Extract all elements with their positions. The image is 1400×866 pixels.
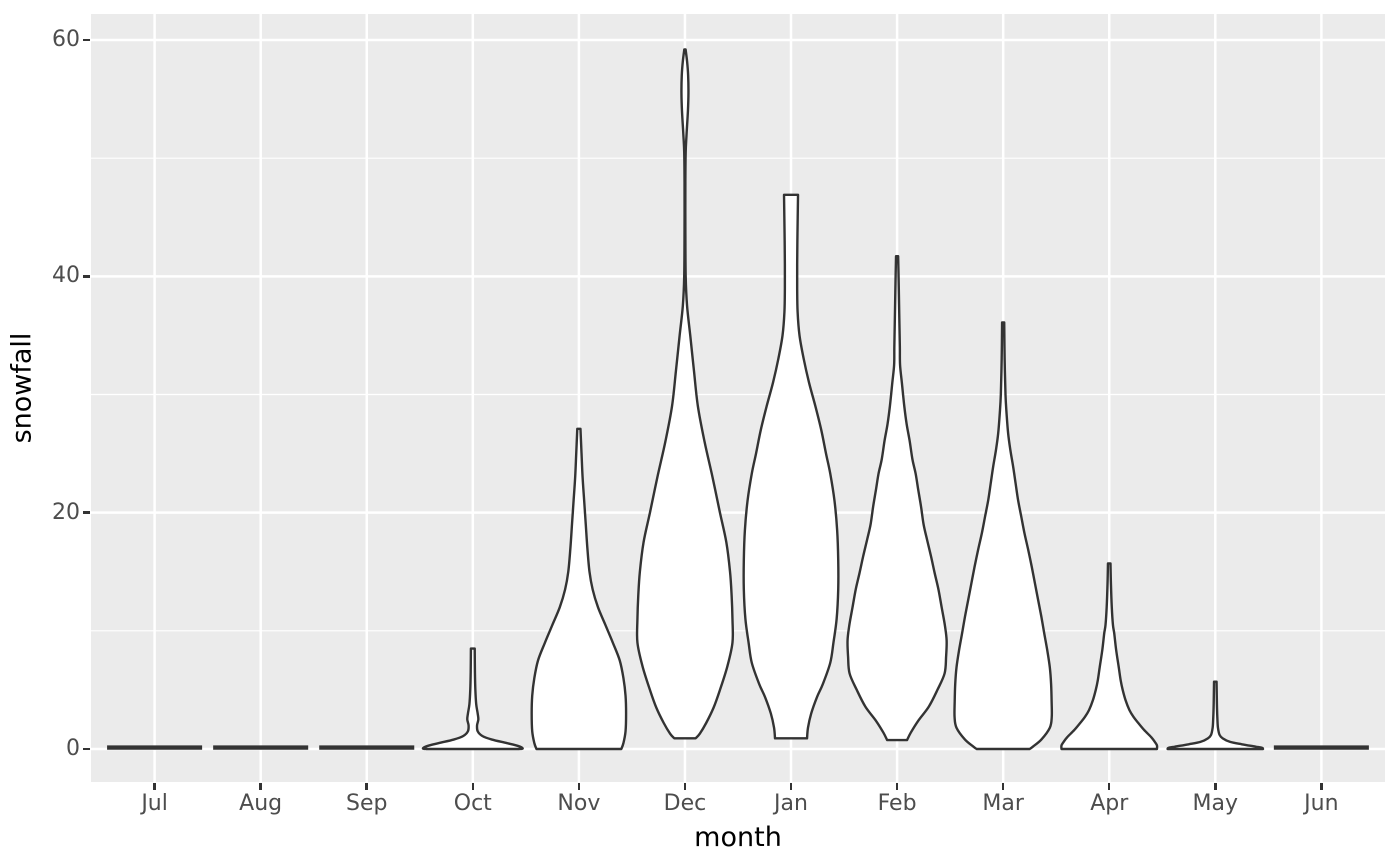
x-tick-mark-may	[1214, 783, 1217, 790]
plot-svg	[91, 14, 1385, 782]
violin-apr	[1060, 562, 1159, 751]
x-tick-mark-jun	[1320, 783, 1323, 790]
x-tick-mark-oct	[471, 783, 475, 790]
violin-dec	[635, 48, 735, 740]
violin-mar	[953, 321, 1054, 751]
y-tick-label-60: 60	[52, 26, 80, 52]
violin-oct	[421, 647, 524, 751]
violin-may	[1166, 680, 1265, 751]
x-tick-label-jun: Jun	[1304, 791, 1339, 816]
x-tick-label-nov: Nov	[557, 791, 601, 816]
x-tick-label-oct: Oct	[453, 791, 492, 816]
violin-feb	[846, 255, 948, 742]
x-tick-mark-nov	[577, 783, 581, 790]
y-tick-mark-60	[83, 38, 90, 42]
x-tick-mark-apr	[1107, 783, 1111, 790]
x-tick-mark-jan	[789, 783, 793, 790]
x-tick-mark-feb	[895, 783, 899, 790]
x-tick-label-may: May	[1192, 791, 1239, 816]
violin-jan	[742, 193, 840, 740]
y-axis-title: snowfall	[6, 332, 38, 444]
x-tick-label-sep: Sep	[346, 791, 388, 816]
y-tick-mark-0	[83, 747, 90, 751]
y-tick-mark-40	[83, 275, 90, 278]
x-tick-label-jan: Jan	[774, 791, 808, 816]
x-tick-mark-dec	[683, 783, 687, 790]
x-tick-label-dec: Dec	[663, 791, 707, 816]
x-axis-title: month	[694, 822, 782, 853]
x-tick-mark-aug	[259, 783, 262, 790]
y-tick-label-0: 0	[66, 736, 80, 761]
x-tick-mark-sep	[365, 783, 368, 790]
x-tick-label-feb: Feb	[877, 791, 917, 816]
y-tick-label-20: 20	[52, 499, 80, 525]
plot-panel	[91, 14, 1385, 782]
y-tick-mark-20	[83, 511, 90, 514]
x-tick-mark-mar	[1001, 783, 1005, 790]
y-tick-label-40: 40	[52, 263, 80, 289]
x-tick-label-jul: Jul	[141, 791, 168, 816]
x-tick-label-mar: Mar	[982, 791, 1024, 816]
x-tick-mark-jul	[153, 783, 156, 790]
violin-nov	[530, 427, 628, 751]
x-tick-label-apr: Apr	[1090, 791, 1129, 816]
x-tick-label-aug: Aug	[239, 791, 283, 816]
